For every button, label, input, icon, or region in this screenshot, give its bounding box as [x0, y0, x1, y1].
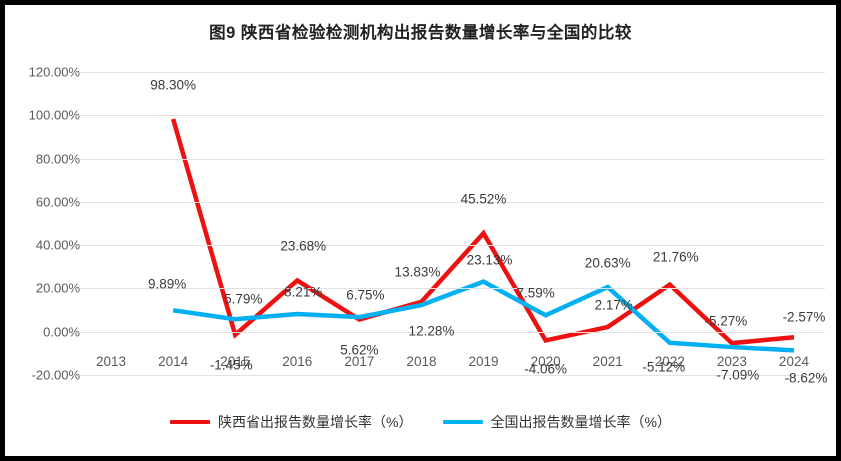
legend-item-national[interactable]: 全国出报告数量增长率（%） — [442, 412, 671, 432]
legend-swatch-shaanxi — [170, 420, 211, 424]
legend-label-shaanxi: 陕西省出报告数量增长率（%） — [218, 414, 413, 430]
x-axis-tick-label: 2016 — [282, 354, 313, 369]
y-axis-tick-label: 0.00% — [43, 324, 80, 340]
y-axis-tick-label: 80.00% — [35, 151, 80, 167]
y-axis: 120.00% 100.00% 80.00% 60.00% 40.00% 20.00% 0.… — [5, 65, 80, 383]
x-axis-tick-label: 2024 — [778, 354, 809, 369]
y-axis-tick-mark — [73, 331, 79, 333]
y-axis-tick-label: 20.00% — [35, 280, 80, 296]
y-axis-tick-mark — [73, 245, 79, 247]
x-axis-tick-label: 2019 — [468, 354, 499, 369]
x-axis-tick-label: 2013 — [96, 354, 127, 369]
x-axis-tick-label: 2020 — [530, 354, 561, 369]
legend-swatch-national — [442, 420, 483, 424]
gridline — [80, 72, 825, 73]
x-axis-tick-label: 2015 — [220, 354, 251, 369]
y-axis-tick-mark — [73, 201, 79, 203]
y-axis-tick-label: 100.00% — [28, 107, 80, 123]
y-axis-tick-label: -20.00% — [31, 367, 80, 383]
legend-item-shaanxi[interactable]: 陕西省出报告数量增长率（%） — [170, 412, 413, 432]
gridline — [80, 375, 825, 376]
y-axis-tick-mark — [73, 115, 79, 117]
x-axis-tick-label: 2022 — [654, 354, 685, 369]
y-axis-tick-mark — [73, 158, 79, 160]
gridline — [80, 245, 825, 247]
gridline — [80, 201, 825, 203]
x-axis-tick-label: 2021 — [592, 354, 623, 369]
x-axis-tick-label: 2018 — [406, 354, 437, 369]
gridline — [80, 288, 825, 290]
gridline — [80, 158, 825, 160]
series-layer — [170, 118, 795, 353]
y-axis-tick-label: 120.00% — [28, 64, 80, 80]
y-axis-tick-mark — [73, 72, 79, 73]
x-axis-tick-label: 2014 — [158, 354, 189, 369]
x-axis-tick-label: 2017 — [344, 354, 375, 369]
chart-legend: 陕西省出报告数量增长率（%） 全国出报告数量增长率（%） — [5, 412, 836, 432]
series-line-shaanxi — [170, 118, 795, 346]
gridline — [80, 115, 825, 117]
chart-title: 图9 陕西省检验检测机构出报告数量增长率与全国的比较 — [209, 24, 632, 42]
y-axis-tick-mark — [73, 375, 79, 376]
y-axis-tick-mark — [73, 288, 79, 290]
x-axis-tick-label: 2023 — [716, 354, 747, 369]
y-axis-tick-label: 40.00% — [35, 237, 80, 253]
plot-area: 98.30% -1.45% 23.68% 5.62% 13.83% 45.52% -4.06… — [80, 72, 827, 386]
gridline — [80, 331, 825, 333]
legend-label-national: 全国出报告数量增长率（%） — [490, 414, 671, 430]
series-line-national — [172, 279, 795, 353]
x-axis: 2013 2014 2015 2016 2017 2018 2019 2020 2021 2022… — [80, 354, 825, 376]
y-axis-tick-label: 60.00% — [35, 194, 80, 210]
